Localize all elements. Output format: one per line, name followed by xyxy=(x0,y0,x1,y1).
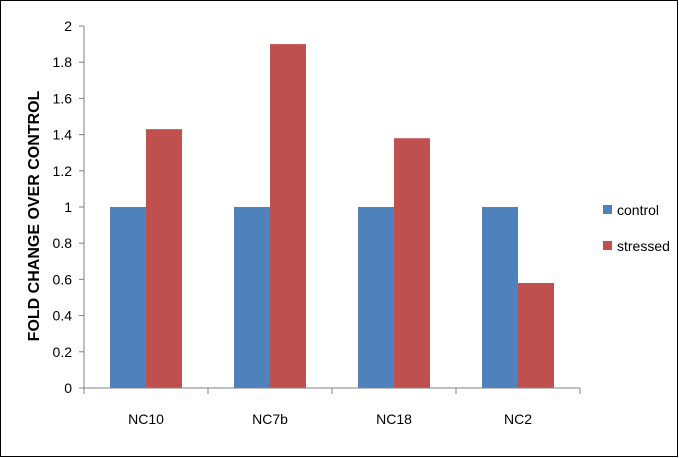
x-category-label: NC2 xyxy=(504,411,532,427)
axes xyxy=(83,26,581,394)
bar-stressed-NC10 xyxy=(146,129,182,389)
bar-control-NC18 xyxy=(358,207,394,388)
legend-label-control: control xyxy=(617,202,659,218)
y-tick-label: 0.8 xyxy=(53,235,73,251)
y-axis-ticks: 0 0.2 0.4 0.6 0.8 1 1.2 1.4 1.6 1.8 2 xyxy=(53,18,84,396)
bar-control-NC7b xyxy=(234,207,270,388)
bar-control-NC2 xyxy=(482,207,518,388)
bar-control-NC10 xyxy=(110,207,146,388)
y-tick-label: 0.2 xyxy=(53,344,73,360)
y-tick-label: 1.4 xyxy=(53,127,73,143)
x-category-label: NC7b xyxy=(252,411,288,427)
bar-stressed-NC2 xyxy=(518,283,554,388)
y-tick-label: 1 xyxy=(64,199,72,215)
y-axis-label: FOLD CHANGE OVER CONTROL xyxy=(26,90,43,341)
legend-label-stressed: stressed xyxy=(617,238,670,254)
x-category-label: NC18 xyxy=(376,411,412,427)
y-tick-label: 0 xyxy=(64,380,72,396)
x-axis-categories: NC10 NC7b NC18 NC2 xyxy=(128,411,532,427)
legend-swatch-control xyxy=(603,205,612,214)
y-tick-label: 1.6 xyxy=(53,90,73,106)
bars xyxy=(110,44,554,389)
bar-stressed-NC18 xyxy=(394,138,430,388)
legend-swatch-stressed xyxy=(603,241,612,250)
bar-stressed-NC7b xyxy=(270,44,306,388)
legend: control stressed xyxy=(603,202,670,254)
y-tick-label: 1.2 xyxy=(53,163,73,179)
y-tick-label: 0.6 xyxy=(53,271,73,287)
y-tick-label: 2 xyxy=(64,18,72,34)
y-tick-label: 0.4 xyxy=(53,308,73,324)
y-tick-label: 1.8 xyxy=(53,54,73,70)
x-category-label: NC10 xyxy=(128,411,164,427)
